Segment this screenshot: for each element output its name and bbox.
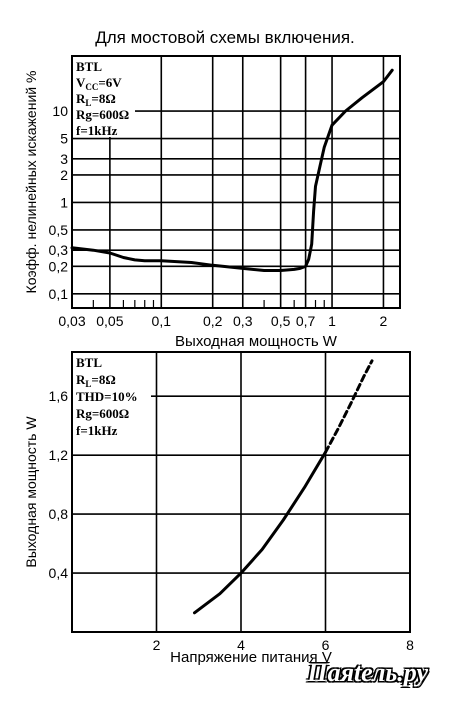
- chart2-annotation-bg: [73, 353, 151, 441]
- chart2-annotation-1: RL=8Ω: [76, 372, 116, 389]
- chart1-annotation-1: VCC=6V: [76, 75, 122, 92]
- chart2-annotation-3: Rg=600Ω: [76, 406, 129, 421]
- chart1-y-tick-label-7: 5: [60, 131, 68, 147]
- chart2-series-dashed-line: [324, 359, 374, 454]
- chart2-x-tick-label-0: 2: [153, 637, 161, 653]
- chart1-annotation-4: f=1kHz: [76, 123, 118, 138]
- chart2-series-solid-line: [193, 450, 327, 615]
- chart1-y-tick-label-2: 0,3: [49, 242, 69, 258]
- chart2-frame: [71, 351, 411, 633]
- chart2-x-tick-label-2: 6: [322, 637, 330, 653]
- chart1-series-line: [70, 68, 394, 272]
- chart1-y-tick-label-6: 3: [60, 151, 68, 167]
- chart2-x-tick-label-1: 4: [237, 637, 245, 653]
- chart1-annotation-0: BTL: [76, 59, 102, 74]
- chart2-annotation-4: f=1kHz: [76, 423, 118, 438]
- chart2-y-tick-label-0: 0,4: [49, 565, 69, 581]
- figure-title: Для мостовой схемы включения.: [95, 28, 355, 47]
- chart1-y-tick-label-1: 0,2: [49, 258, 69, 274]
- chart2-y-tick-label-2: 1,2: [49, 447, 69, 463]
- chart1-x-tick-label-0: 0,03: [58, 313, 85, 329]
- chart1-x-tick-label-8: 2: [380, 313, 388, 329]
- chart1-y-tick-label-4: 1: [60, 194, 68, 210]
- chart1-annotation-2: RL=8Ω: [76, 91, 116, 108]
- chart1-x-tick-label-5: 0,5: [271, 313, 291, 329]
- chart2-annotation-2: THD=10%: [76, 389, 138, 404]
- chart1-x-tick-label-6: 0,7: [296, 313, 316, 329]
- watermark-logo: Паяtель.ру: [307, 658, 428, 687]
- chart1-y-tick-label-5: 2: [60, 167, 68, 183]
- chart2-y-tick-label-1: 0,8: [49, 506, 69, 522]
- chart2-x-axis-label: Напряжение питания V: [170, 649, 332, 666]
- chart1-y-axis-label: Коэфф. нелинейных искажений %: [23, 71, 39, 294]
- chart1-frame: [71, 55, 401, 309]
- chart1-x-axis-label: Выходная мощность W: [175, 333, 338, 350]
- chart1-y-tick-label-0: 0,1: [49, 286, 69, 302]
- chart1-annotation-3: Rg=600Ω: [76, 107, 129, 122]
- chart2-y-axis-label: Выходная мощность W: [23, 416, 39, 568]
- chart2-y-tick-label-3: 1,6: [49, 388, 69, 404]
- chart1-x-tick-label-7: 1: [328, 313, 336, 329]
- chart1-x-tick-label-2: 0,1: [152, 313, 172, 329]
- chart2-annotation-0: BTL: [76, 355, 102, 370]
- chart1-x-tick-label-1: 0,05: [96, 313, 123, 329]
- chart1-y-tick-label-3: 0,5: [49, 222, 69, 238]
- chart1-x-tick-label-4: 0,3: [233, 313, 253, 329]
- chart1-y-tick-label-8: 10: [52, 103, 68, 119]
- chart1-x-tick-label-3: 0,2: [203, 313, 223, 329]
- chart2-x-tick-label-3: 8: [406, 637, 414, 653]
- chart1-annotation-bg: [73, 57, 135, 137]
